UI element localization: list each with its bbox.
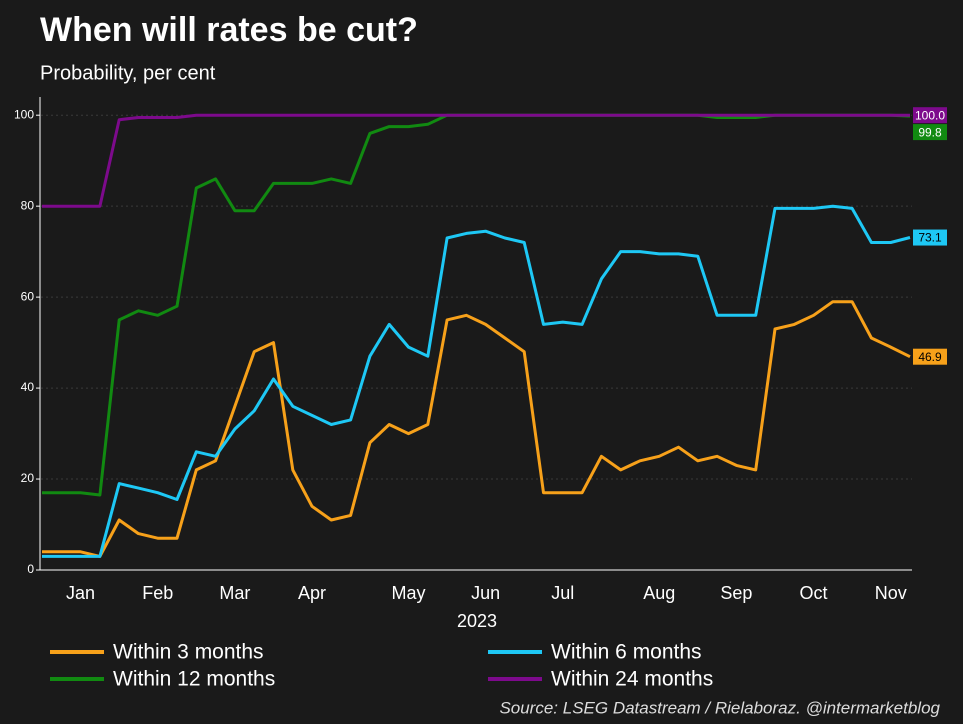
x-tick-label: Jun xyxy=(471,583,500,603)
end-label-box xyxy=(913,107,947,124)
legend-label: Within 6 months xyxy=(551,641,702,664)
source: Source: LSEG Datastream / Rielaboraz. @i… xyxy=(499,698,940,717)
y-tick-label: 20 xyxy=(21,471,35,485)
series-line xyxy=(42,113,910,208)
legend-label: Within 24 months xyxy=(551,668,713,691)
x-tick-label: Nov xyxy=(875,583,907,603)
y-tick-label: 100 xyxy=(14,107,34,121)
y-tick-label: 80 xyxy=(21,198,35,212)
end-label: 46.9 xyxy=(918,350,942,364)
x-tick-label: Mar xyxy=(219,583,250,603)
chart-subtitle: Probability, per cent xyxy=(40,62,216,84)
end-label: 100.0 xyxy=(915,108,945,122)
end-label: 73.1 xyxy=(918,231,942,245)
end-label-box xyxy=(913,124,947,141)
end-label-box xyxy=(913,229,947,246)
x-tick-label: Jul xyxy=(551,583,574,603)
x-tick-label: Aug xyxy=(643,583,675,603)
end-label: 99.8 xyxy=(918,125,942,139)
y-tick-label: 60 xyxy=(21,289,35,303)
end-label-box xyxy=(913,348,947,365)
y-tick-label: 40 xyxy=(21,380,35,394)
x-tick-label: Feb xyxy=(142,583,173,603)
x-tick-label: Oct xyxy=(800,583,828,603)
x-tick-label: Sep xyxy=(720,583,752,603)
legend-label: Within 12 months xyxy=(113,668,275,691)
x-tick-label: Jan xyxy=(66,583,95,603)
x-tick-label: Apr xyxy=(298,583,326,603)
x-tick-label: May xyxy=(391,583,425,603)
series-line xyxy=(42,204,911,558)
x-axis-label: 2023 xyxy=(457,611,497,631)
series-line xyxy=(42,300,911,558)
legend-label: Within 3 months xyxy=(113,641,264,664)
chart-title: When will rates be cut? xyxy=(40,11,418,49)
y-tick-label: 0 xyxy=(27,562,34,576)
